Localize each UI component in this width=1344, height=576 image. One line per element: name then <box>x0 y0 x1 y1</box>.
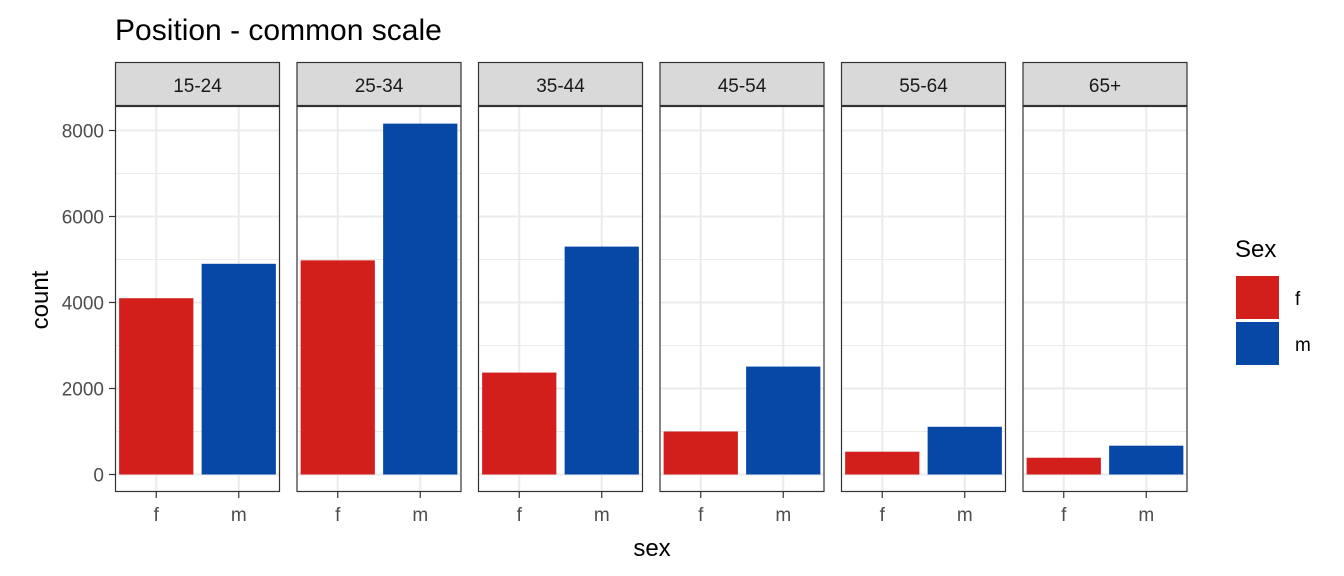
legend-label: f <box>1295 289 1301 310</box>
x-tick-label: m <box>594 505 610 526</box>
facet-panel: 15-24 f m <box>114 61 281 526</box>
facet-label: 65+ <box>1089 76 1121 97</box>
facet-label: 25-34 <box>355 76 404 97</box>
panel-border <box>1022 105 1188 493</box>
legend-key-m <box>1236 322 1279 365</box>
panel-border <box>114 105 281 493</box>
bar-f <box>845 451 920 475</box>
facet-label: 15-24 <box>173 76 222 97</box>
panel-border <box>477 105 644 493</box>
x-tick-label: f <box>880 505 886 526</box>
x-tick-label: f <box>154 505 160 526</box>
x-axis-title: sex <box>633 535 670 562</box>
bar-m <box>1109 445 1184 475</box>
y-tick-label: 0 <box>93 466 104 487</box>
facet-panel: 35-44 f m <box>477 61 644 526</box>
facet-panel: 65+ f m <box>1022 61 1188 526</box>
x-tick-label: m <box>412 505 428 526</box>
legend-title: Sex <box>1235 236 1276 263</box>
panel-border <box>296 105 462 493</box>
facet-panels: 15-24 f m 25-34 f m 35-44 f m 45-54 f m 55-64 f m 65+ f m <box>114 61 1188 526</box>
facet-panel: 45-54 f m <box>659 61 825 526</box>
x-tick-label: f <box>1061 505 1067 526</box>
y-axis: 0 2000 4000 6000 8000 <box>62 122 115 487</box>
facet-panel: 25-34 f m <box>296 61 462 526</box>
panel-border <box>840 105 1007 493</box>
x-tick-label: f <box>335 505 341 526</box>
legend-label: m <box>1295 335 1311 356</box>
x-tick-label: m <box>957 505 973 526</box>
bar-m <box>746 366 821 475</box>
facet-label: 55-64 <box>899 76 948 97</box>
x-tick-label: m <box>231 505 247 526</box>
facet-panel: 55-64 f m <box>840 61 1007 526</box>
facet-label: 45-54 <box>718 76 767 97</box>
facet-label: 35-44 <box>536 76 585 97</box>
bar-m <box>201 263 276 475</box>
bar-f <box>119 298 194 475</box>
legend: Sex f m <box>1235 236 1311 365</box>
facet-strip <box>296 61 462 107</box>
bar-f <box>663 431 738 475</box>
facet-strip <box>659 61 825 107</box>
bar-m <box>564 246 639 475</box>
facet-strip <box>1022 61 1188 107</box>
facet-strip <box>477 61 644 107</box>
y-tick-label: 6000 <box>62 208 104 229</box>
chart-title: Position - common scale <box>115 14 442 47</box>
bar-f <box>1026 457 1101 475</box>
panel-border <box>659 105 825 493</box>
facet-strip <box>840 61 1007 107</box>
bar-m <box>383 123 458 475</box>
y-tick-label: 2000 <box>62 380 104 401</box>
y-axis-title: count <box>27 270 54 329</box>
legend-key-f <box>1236 276 1279 319</box>
panel-background <box>1022 106 1188 492</box>
facet-strip <box>114 61 281 107</box>
y-tick-label: 8000 <box>62 122 104 143</box>
x-tick-label: m <box>775 505 791 526</box>
x-tick-label: m <box>1138 505 1154 526</box>
bar-f <box>482 372 557 475</box>
x-tick-label: f <box>517 505 523 526</box>
bar-f <box>300 260 375 475</box>
bar-m <box>927 426 1002 475</box>
y-tick-label: 4000 <box>62 294 104 315</box>
x-tick-label: f <box>698 505 704 526</box>
